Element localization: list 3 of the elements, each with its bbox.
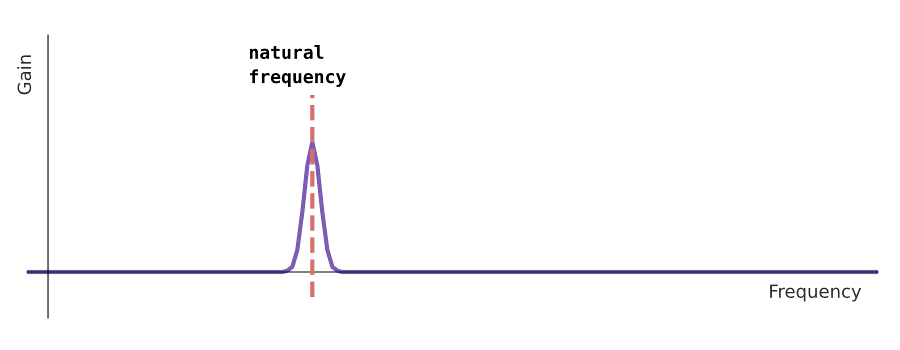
y-axis-title: Gain — [17, 55, 32, 94]
text: natural frequency — [250, 45, 346, 87]
x-axis-title: Frequency — [770, 284, 862, 302]
